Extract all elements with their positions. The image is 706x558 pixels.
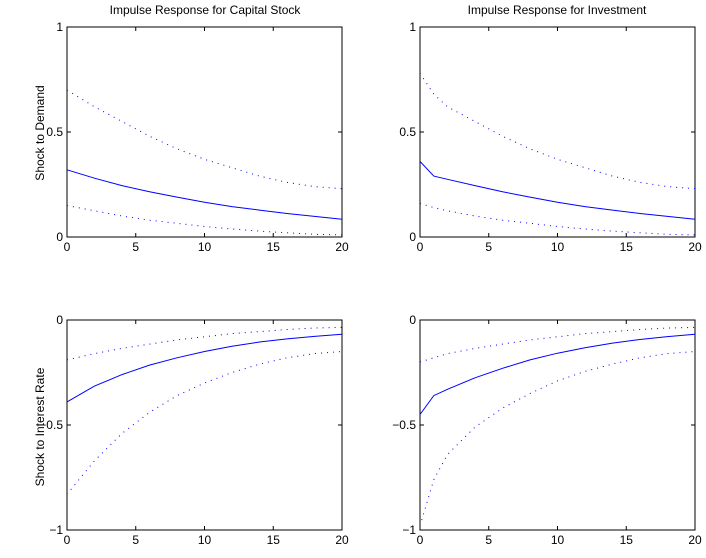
x-tick-label: 5: [132, 240, 139, 254]
x-tick-label: 5: [485, 533, 492, 547]
plot-area: 0 5 10 15 20 0 0.5 1: [399, 20, 702, 254]
upper-confidence-band-line: [419, 326, 696, 363]
x-tick-label: 10: [198, 240, 212, 254]
panel-capital-stock-demand: Impulse Response for Capital Stock Shock…: [33, 3, 349, 254]
x-tick-label: 5: [132, 533, 139, 547]
impulse-response-line: [66, 169, 343, 220]
x-tick-label: 10: [551, 533, 565, 547]
y-tick-label: 1: [409, 20, 416, 34]
x-tick-label: 15: [267, 533, 281, 547]
y-axis-label: Shock to Demand: [33, 85, 47, 180]
y-tick-label: 0: [409, 230, 416, 244]
x-tick-label: 10: [551, 240, 565, 254]
x-tick-label: 0: [64, 533, 71, 547]
panel-investment-demand: Impulse Response for Investment 0 5 10 15 20…: [399, 3, 702, 254]
y-tick-label: 1: [56, 20, 63, 34]
x-tick-label: 15: [620, 533, 634, 547]
lower-confidence-band-line: [419, 351, 696, 526]
y-tick-label: 0: [409, 313, 416, 327]
x-tick-label: 0: [64, 240, 71, 254]
x-tick-label: 15: [267, 240, 281, 254]
x-tick-label: 20: [335, 240, 349, 254]
x-tick-label: 0: [417, 533, 424, 547]
y-tick-label: 0.5: [399, 125, 416, 139]
chart-title: Impulse Response for Investment: [468, 3, 647, 17]
impulse-response-line: [66, 333, 343, 403]
impulse-response-line: [419, 333, 696, 415]
chart-title: Impulse Response for Capital Stock: [110, 3, 302, 17]
y-tick-label: −0.5: [392, 418, 416, 432]
y-tick-label: −1: [402, 523, 416, 537]
impulse-response-line: [419, 161, 696, 220]
x-tick-label: 20: [335, 533, 349, 547]
panel-capital-stock-interest-rate: Shock to Interest Rate 0 5 10 15 20 −1 −0.5 0: [33, 313, 349, 547]
panel-investment-interest-rate: 0 5 10 15 20 −1 −0.5 0: [392, 313, 702, 547]
y-tick-label: 0: [56, 230, 63, 244]
y-tick-label: −1: [49, 523, 63, 537]
x-tick-label: 0: [417, 240, 424, 254]
y-tick-label: 0: [56, 313, 63, 327]
plot-area: 0 5 10 15 20 −1 −0.5 0: [392, 313, 702, 547]
x-tick-label: 5: [485, 240, 492, 254]
x-tick-label: 20: [688, 240, 702, 254]
y-tick-label: −0.5: [39, 418, 63, 432]
x-tick-label: 15: [620, 240, 634, 254]
plot-area: 0 5 10 15 20 −1 −0.5 0: [39, 313, 349, 547]
plot-area: 0 5 10 15 20 0 0.5 1: [46, 20, 349, 254]
x-tick-label: 20: [688, 533, 702, 547]
y-tick-label: 0.5: [46, 125, 63, 139]
x-tick-label: 10: [198, 533, 212, 547]
y-axis-label: Shock to Interest Rate: [33, 367, 47, 486]
